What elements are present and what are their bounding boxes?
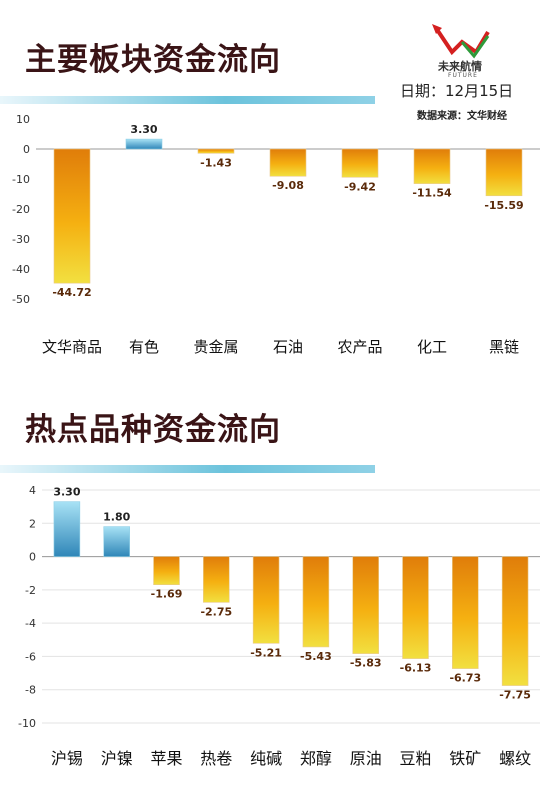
category-label: 化工 <box>417 338 447 356</box>
bar-豆粕 <box>402 556 429 659</box>
category-label: 原油 <box>350 749 382 768</box>
bar-沪锡 <box>53 501 81 557</box>
data-label: -5.21 <box>250 646 282 659</box>
bar-郑醇 <box>302 556 330 648</box>
y-tick-label: -4 <box>25 617 36 630</box>
category-label: 苹果 <box>150 749 182 768</box>
chart1-sector-flows: 10 0 -10 -20 -30 -40 -50 -44.72 文华商品 3.30 有色 -1.43 贵… <box>12 113 540 356</box>
y-tick-label: -2 <box>25 584 36 597</box>
category-label: 豆粕 <box>399 749 431 768</box>
y-tick-label: -50 <box>12 293 30 306</box>
y-tick-label: 2 <box>29 517 36 530</box>
bar-文华商品 <box>53 148 91 284</box>
y-tick-label: -10 <box>18 717 36 730</box>
data-label: -6.13 <box>400 662 432 675</box>
category-label: 铁矿 <box>449 749 481 768</box>
category-label: 农产品 <box>337 338 382 356</box>
bar-苹果 <box>153 556 180 585</box>
bar-黑链 <box>485 148 523 197</box>
category-label: 文华商品 <box>42 338 102 356</box>
data-label: -6.73 <box>449 672 481 685</box>
bar-有色 <box>125 138 163 150</box>
data-label: -9.42 <box>344 180 376 193</box>
y-tick-label: 0 <box>29 551 36 564</box>
data-label: -11.54 <box>412 187 452 200</box>
logo-arrow-icon <box>432 24 490 59</box>
bar-贵金属 <box>197 148 235 154</box>
y-tick-label: -6 <box>25 650 36 663</box>
bar-沪镍 <box>103 526 130 557</box>
data-label: -1.43 <box>200 156 232 169</box>
y-tick-label: -30 <box>12 233 30 246</box>
source-label: 数据来源：文华财经 <box>417 111 507 122</box>
chart2-hot-products-flows: 4 2 0 -2 -4 -6 -8 -10 3.30 沪锡 1.80 沪镍 -1.69 苹果 -2.75 热卷… <box>18 484 540 768</box>
category-label: 热卷 <box>200 749 232 768</box>
date-label: 日期：12月15日 <box>400 82 514 100</box>
data-label: -15.59 <box>484 199 523 212</box>
category-label: 有色 <box>129 338 159 356</box>
y-tick-label: 4 <box>29 484 36 497</box>
bar-纯碱 <box>252 556 280 644</box>
title1-underline <box>0 96 375 104</box>
data-label: -5.83 <box>350 657 382 670</box>
data-label: -9.08 <box>272 179 304 192</box>
y-tick-label: -40 <box>12 263 30 276</box>
data-label: -7.75 <box>499 689 531 702</box>
category-label: 贵金属 <box>193 338 238 356</box>
y-tick-label: -8 <box>25 684 36 697</box>
data-label: -5.43 <box>300 650 332 663</box>
logo: 未来航情 FUTURE <box>418 22 498 79</box>
bar-热卷 <box>203 556 230 603</box>
category-label: 石油 <box>273 338 303 356</box>
category-label: 沪镍 <box>101 749 133 768</box>
data-label: 3.30 <box>53 486 80 499</box>
bar-化工 <box>413 148 451 184</box>
data-label: -44.72 <box>52 286 91 299</box>
title2-underline <box>0 465 375 473</box>
category-label: 螺纹 <box>499 749 531 768</box>
bar-石油 <box>269 148 307 177</box>
y-tick-label: -10 <box>12 173 30 186</box>
category-label: 纯碱 <box>250 749 282 768</box>
category-label: 黑链 <box>489 338 519 356</box>
y-tick-label: -20 <box>12 203 30 216</box>
chart2-title: 热点品种资金流向 <box>25 412 281 448</box>
data-label: 3.30 <box>130 123 157 136</box>
logo-text: 未来航情 <box>438 60 482 73</box>
bar-原油 <box>352 556 379 654</box>
data-label: -2.75 <box>200 605 232 618</box>
chart1-title: 主要板块资金流向 <box>25 42 281 78</box>
y-tick-label: 0 <box>23 143 30 156</box>
data-label: 1.80 <box>103 511 130 524</box>
logo-subtext: FUTURE <box>448 72 478 79</box>
y-tick-label: 10 <box>16 113 30 126</box>
bar-铁矿 <box>452 556 479 669</box>
category-label: 沪锡 <box>51 749 83 768</box>
category-label: 郑醇 <box>300 749 332 768</box>
bar-螺纹 <box>501 556 529 686</box>
bar-农产品 <box>341 148 379 178</box>
data-label: -1.69 <box>151 588 183 601</box>
